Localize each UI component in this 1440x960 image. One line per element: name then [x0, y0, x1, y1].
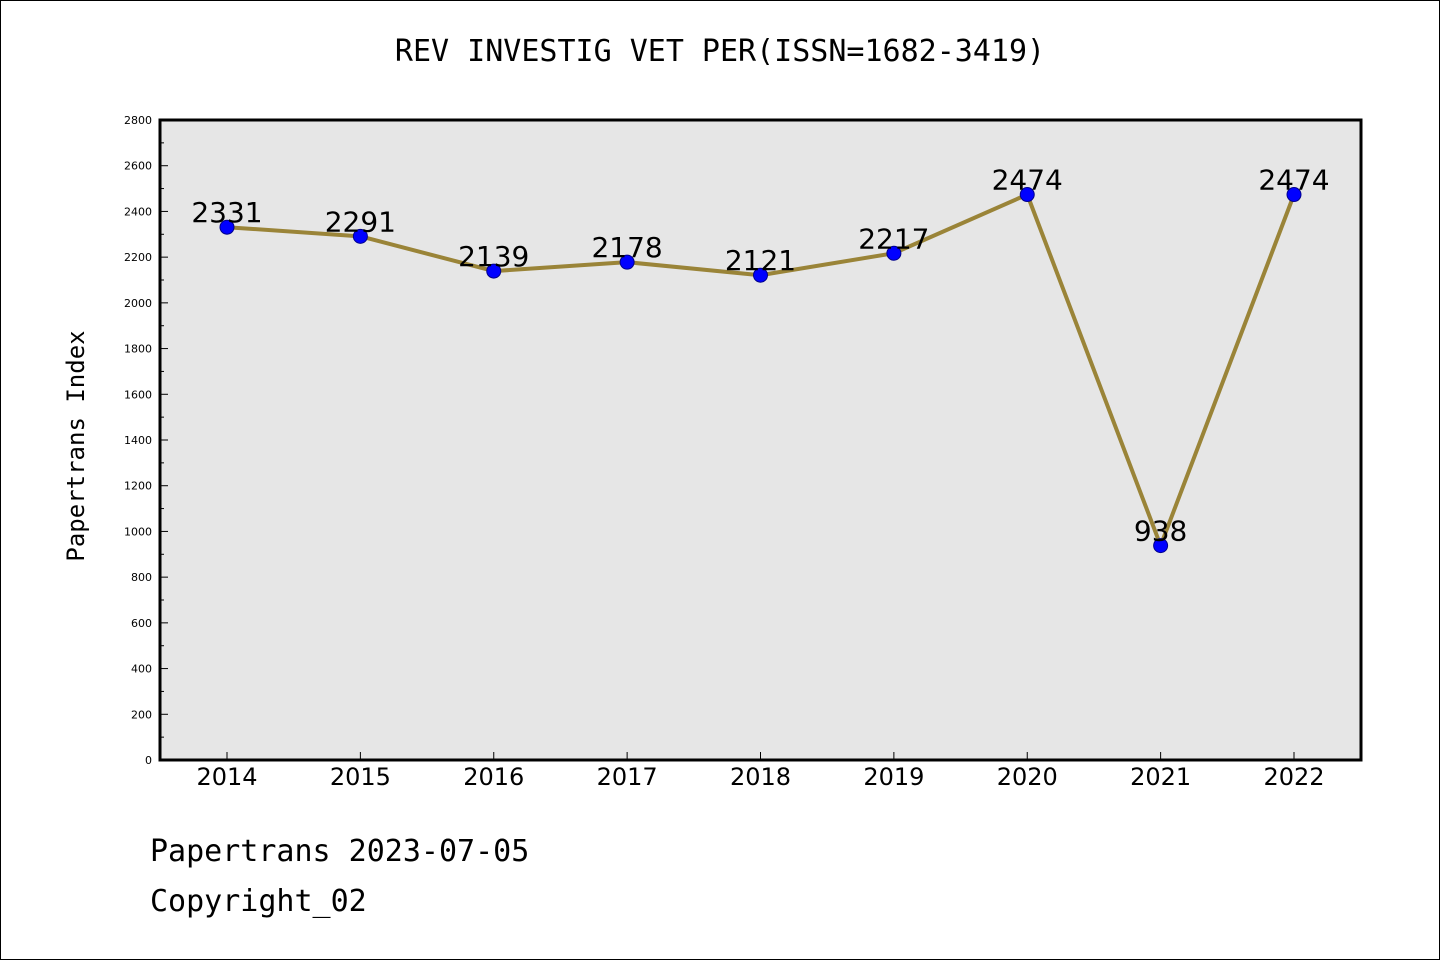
x-tick-label: 2022	[1263, 763, 1324, 791]
y-tick-label: 2200	[124, 251, 152, 264]
data-label: 2474	[1258, 164, 1329, 197]
x-tick-label: 2017	[597, 763, 658, 791]
y-tick-label: 1600	[124, 388, 152, 401]
data-point	[619, 254, 635, 270]
data-label: 2331	[191, 196, 262, 229]
y-tick-label: 400	[131, 663, 152, 676]
data-label: 2139	[458, 240, 529, 273]
chart-title: REV INVESTIG VET PER(ISSN=1682-3419)	[394, 34, 1046, 69]
data-label: 2121	[725, 244, 796, 277]
data-point	[753, 267, 768, 283]
data-point	[1286, 187, 1302, 203]
y-tick-label: 2400	[124, 205, 152, 218]
data-point	[219, 219, 235, 235]
x-tick-label: 2018	[730, 763, 791, 791]
y-tick-label: 2800	[124, 114, 152, 127]
footer-copyright: Copyright_02	[150, 884, 367, 919]
data-point	[1153, 538, 1169, 554]
data-point	[352, 228, 368, 244]
data-label: 938	[1134, 515, 1187, 548]
x-tick-label: 2019	[863, 763, 924, 791]
x-tick-label: 2016	[463, 763, 524, 791]
y-tick-label: 1800	[124, 343, 152, 356]
y-tick-label: 2000	[124, 297, 152, 310]
plot-area	[160, 120, 1361, 760]
y-tick-label: 200	[131, 708, 152, 721]
data-point	[1019, 187, 1035, 203]
x-tick-label: 2020	[997, 763, 1058, 791]
y-tick-label: 600	[131, 617, 152, 630]
x-tick-label: 2015	[330, 763, 391, 791]
x-tick-label: 2021	[1130, 763, 1191, 791]
y-tick-label: 0	[145, 754, 152, 767]
y-tick-label: 800	[131, 571, 152, 584]
footer-date: Papertrans 2023-07-05	[150, 834, 530, 869]
data-label: 2217	[858, 222, 929, 255]
data-label: 2474	[992, 164, 1063, 197]
x-tick-label: 2014	[196, 763, 257, 791]
data-label: 2291	[325, 205, 396, 238]
data-point	[886, 245, 902, 261]
y-tick-label: 1200	[124, 480, 152, 493]
y-tick-label: 2600	[124, 160, 152, 173]
plot-border	[158, 118, 1363, 762]
y-tick-label: 1000	[124, 525, 152, 538]
y-tick-label: 1400	[124, 434, 152, 447]
data-point	[486, 263, 502, 279]
data-label: 2178	[591, 231, 662, 264]
